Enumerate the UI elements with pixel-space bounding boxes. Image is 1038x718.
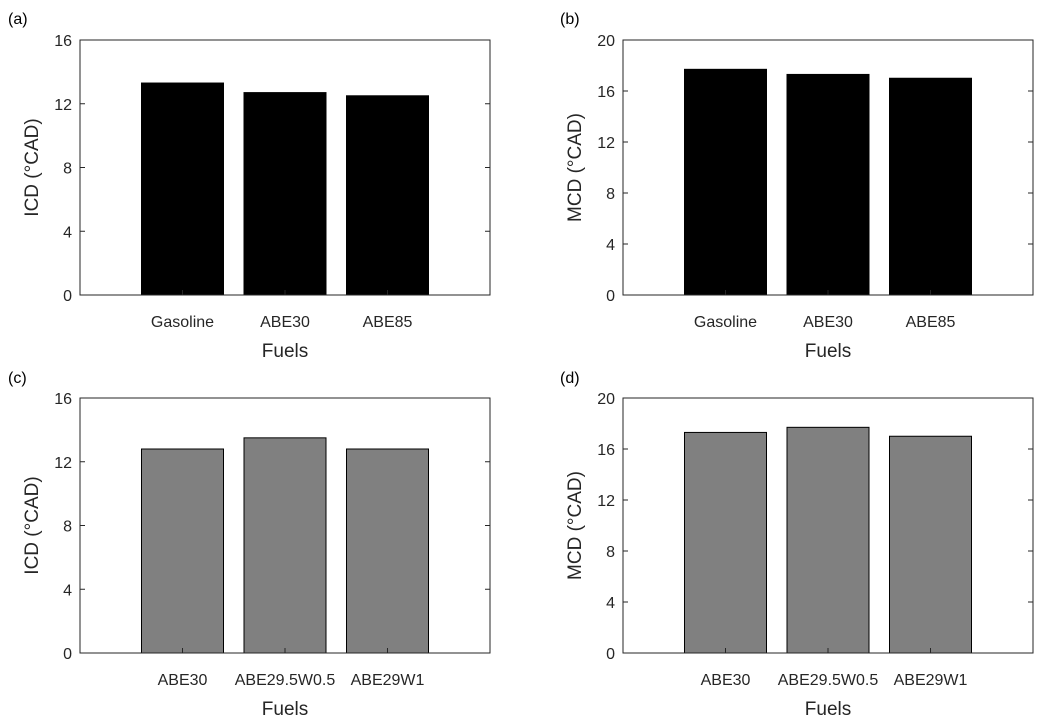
chart-a-ylabel: ICD (°CAD) bbox=[22, 118, 43, 216]
chart-b-bar-2 bbox=[786, 73, 870, 296]
panel-b: 0 4 8 12 16 20 Gasoline ABE30 ABE85 Fuels MCD (°CA… bbox=[560, 11, 1034, 362]
chart-a-bar-1 bbox=[141, 82, 224, 296]
chart-d-bar-2 bbox=[786, 426, 870, 654]
chart-b-ytick-label: 0 bbox=[606, 288, 615, 305]
chart-d-ytick-label: 8 bbox=[606, 544, 615, 561]
chart-d-ytick-label: 4 bbox=[606, 595, 615, 612]
chart-c-ytick-label: 0 bbox=[63, 646, 72, 663]
chart-d-xlabel: Fuels bbox=[805, 699, 851, 718]
chart-b-xtick-label: ABE30 bbox=[803, 314, 853, 331]
chart-d-ytick-label: 12 bbox=[597, 493, 615, 510]
chart-b-bar-3 bbox=[889, 77, 972, 296]
chart-a-ytick-label: 12 bbox=[54, 97, 72, 114]
chart-b-ytick-label: 12 bbox=[597, 135, 615, 152]
chart-c-ytick-label: 4 bbox=[63, 582, 72, 599]
chart-a-ytick-label: 8 bbox=[63, 161, 72, 178]
chart-c-xtick-label: ABE29.5W0.5 bbox=[235, 672, 336, 689]
chart-c-ytick-label: 12 bbox=[54, 455, 72, 472]
chart-c-xtick-label: ABE30 bbox=[158, 672, 208, 689]
panel-c: 0 4 8 12 16 ABE30 ABE29.5W0.5 ABE29W1 Fuels ICD (… bbox=[8, 370, 491, 718]
chart-a-bar-3 bbox=[346, 95, 429, 296]
chart-b-ytick-label: 4 bbox=[606, 237, 615, 254]
chart-b-xlabel: Fuels bbox=[805, 341, 851, 362]
chart-b-ytick-label: 16 bbox=[597, 84, 615, 101]
chart-b-ytick-label: 20 bbox=[597, 33, 615, 50]
chart-c-ylabel: ICD (°CAD) bbox=[22, 476, 43, 574]
chart-c-bar-1 bbox=[141, 448, 224, 654]
chart-d-xtick-label: ABE29W1 bbox=[894, 672, 968, 689]
chart-c-ytick-label: 16 bbox=[54, 391, 72, 408]
chart-b-bar-1 bbox=[684, 68, 767, 296]
chart-d-xtick-label: ABE29.5W0.5 bbox=[778, 672, 879, 689]
chart-b-xtick-label: ABE85 bbox=[906, 314, 956, 331]
chart-d-ytick-label: 20 bbox=[597, 391, 615, 408]
chart-c-xtick-label: ABE29W1 bbox=[351, 672, 425, 689]
panel-a: 0 4 8 12 16 Gasoline ABE30 ABE85 Fuels ICD (°CAD)… bbox=[8, 11, 491, 362]
chart-b-panel-label: (b) bbox=[560, 11, 580, 28]
chart-d-panel-label: (d) bbox=[560, 370, 580, 387]
chart-d-bar-1 bbox=[684, 431, 767, 654]
chart-a-xlabel: Fuels bbox=[262, 341, 308, 362]
chart-c-bar-3 bbox=[346, 448, 429, 654]
chart-a-xtick-label: Gasoline bbox=[151, 314, 214, 331]
chart-d-ytick-label: 16 bbox=[597, 442, 615, 459]
chart-a-xtick-label: ABE85 bbox=[363, 314, 413, 331]
chart-b-ylabel: MCD (°CAD) bbox=[565, 113, 586, 222]
chart-d-ytick-label: 0 bbox=[606, 646, 615, 663]
chart-c-xlabel: Fuels bbox=[262, 699, 308, 718]
panel-d: 0 4 8 12 16 20 ABE30 ABE29.5W0.5 ABE29W1 Fuels MCD… bbox=[560, 370, 1034, 718]
chart-a-ytick-label: 4 bbox=[63, 224, 72, 241]
chart-a-ytick-label: 16 bbox=[54, 33, 72, 50]
chart-c-bar-2 bbox=[243, 437, 327, 654]
chart-d-xtick-label: ABE30 bbox=[701, 672, 751, 689]
chart-a-panel-label: (a) bbox=[8, 11, 28, 28]
chart-b-xtick-label: Gasoline bbox=[694, 314, 757, 331]
chart-a-xtick-label: ABE30 bbox=[260, 314, 310, 331]
chart-c-panel-label: (c) bbox=[8, 370, 27, 387]
chart-a-bar-2 bbox=[243, 92, 327, 296]
chart-b-ytick-label: 8 bbox=[606, 186, 615, 203]
chart-c-ytick-label: 8 bbox=[63, 519, 72, 536]
chart-d-ylabel: MCD (°CAD) bbox=[565, 471, 586, 580]
chart-d-bar-3 bbox=[889, 435, 972, 654]
chart-a-ytick-label: 0 bbox=[63, 288, 72, 305]
